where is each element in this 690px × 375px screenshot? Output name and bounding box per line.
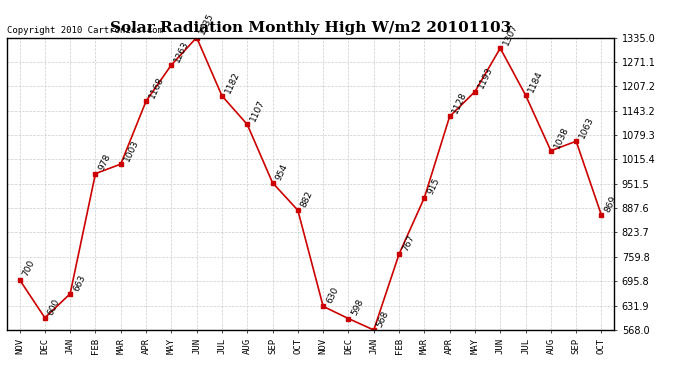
Text: 598: 598 xyxy=(350,298,365,317)
Text: 767: 767 xyxy=(400,233,416,253)
Text: 1107: 1107 xyxy=(248,98,266,123)
Text: 954: 954 xyxy=(274,162,289,182)
Text: 882: 882 xyxy=(299,189,315,209)
Text: 1335: 1335 xyxy=(198,12,216,36)
Text: 600: 600 xyxy=(46,297,61,316)
Text: 663: 663 xyxy=(72,273,87,292)
Text: 1128: 1128 xyxy=(451,90,469,115)
Text: 1003: 1003 xyxy=(122,138,140,163)
Text: 1307: 1307 xyxy=(502,22,520,47)
Text: 1063: 1063 xyxy=(578,115,595,140)
Text: 1038: 1038 xyxy=(552,125,570,149)
Text: 700: 700 xyxy=(21,259,37,278)
Text: 1182: 1182 xyxy=(224,70,241,94)
Text: 1193: 1193 xyxy=(476,66,494,90)
Title: Solar Radiation Monthly High W/m2 20101103: Solar Radiation Monthly High W/m2 201011… xyxy=(110,21,511,35)
Text: Copyright 2010 Cartronics.com: Copyright 2010 Cartronics.com xyxy=(7,26,163,34)
Text: 978: 978 xyxy=(97,153,112,172)
Text: 915: 915 xyxy=(426,177,441,196)
Text: 630: 630 xyxy=(324,285,340,305)
Text: 568: 568 xyxy=(375,309,391,328)
Text: 1184: 1184 xyxy=(527,69,545,94)
Text: 1263: 1263 xyxy=(172,39,190,64)
Text: 1168: 1168 xyxy=(148,75,166,100)
Text: 869: 869 xyxy=(603,194,618,214)
